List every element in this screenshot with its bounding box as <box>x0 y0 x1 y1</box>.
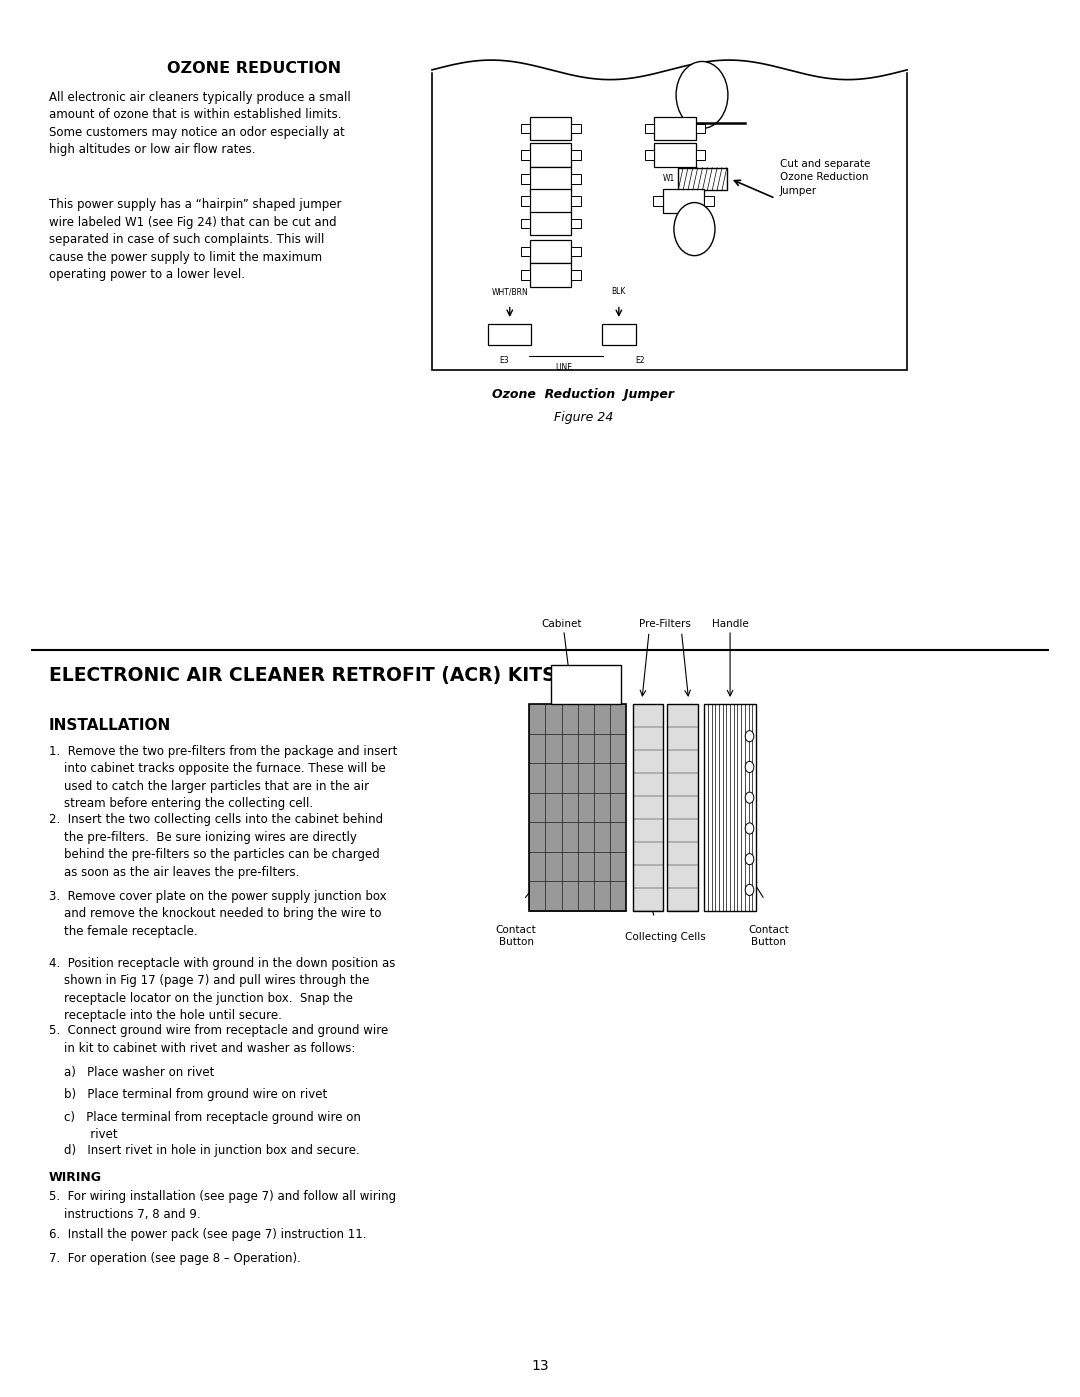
Text: Pre-Filters: Pre-Filters <box>639 619 691 629</box>
Bar <box>678 168 727 190</box>
Bar <box>696 123 705 133</box>
Bar <box>571 175 581 184</box>
Bar <box>488 324 531 345</box>
Bar <box>602 324 636 345</box>
Bar <box>529 704 626 911</box>
Circle shape <box>745 731 754 742</box>
Text: ELECTRONIC AIR CLEANER RETROFIT (ACR) KITS: ELECTRONIC AIR CLEANER RETROFIT (ACR) KI… <box>49 666 555 686</box>
Text: OZONE REDUCTION: OZONE REDUCTION <box>166 61 341 77</box>
Circle shape <box>676 61 728 129</box>
Bar <box>551 665 621 704</box>
Bar <box>653 196 663 205</box>
Bar <box>530 116 571 140</box>
Text: Collecting Cells: Collecting Cells <box>625 932 705 942</box>
Text: a)   Place washer on rivet: a) Place washer on rivet <box>49 1066 214 1078</box>
Text: LINE: LINE <box>555 363 572 372</box>
Text: 13: 13 <box>531 1359 549 1373</box>
Text: WHT/BRN: WHT/BRN <box>491 288 528 296</box>
Circle shape <box>745 792 754 803</box>
Bar <box>571 270 581 279</box>
Text: Cut and separate
Ozone Reduction
Jumper: Cut and separate Ozone Reduction Jumper <box>780 159 870 196</box>
Bar <box>521 151 530 161</box>
Bar <box>521 270 530 279</box>
Text: E2: E2 <box>636 356 645 365</box>
Bar <box>633 704 663 911</box>
Bar <box>704 704 756 911</box>
Bar <box>696 151 705 161</box>
Text: Contact
Button: Contact Button <box>496 925 537 947</box>
Circle shape <box>745 854 754 865</box>
Bar <box>521 218 530 228</box>
Text: Figure 24: Figure 24 <box>554 411 612 423</box>
Text: 6.  Install the power pack (see page 7) instruction 11.: 6. Install the power pack (see page 7) i… <box>49 1228 366 1241</box>
Text: Contact
Button: Contact Button <box>748 925 789 947</box>
Text: 2.  Insert the two collecting cells into the cabinet behind
    the pre-filters.: 2. Insert the two collecting cells into … <box>49 813 382 879</box>
Text: This power supply has a “hairpin” shaped jumper
wire labeled W1 (see Fig 24) tha: This power supply has a “hairpin” shaped… <box>49 198 341 281</box>
Circle shape <box>745 761 754 773</box>
Bar <box>432 70 907 370</box>
Bar <box>530 142 571 166</box>
Circle shape <box>745 884 754 895</box>
Text: 4.  Position receptacle with ground in the down position as
    shown in Fig 17 : 4. Position receptacle with ground in th… <box>49 957 395 1023</box>
Text: 5.  For wiring installation (see page 7) and follow all wiring
    instructions : 5. For wiring installation (see page 7) … <box>49 1190 395 1221</box>
Bar <box>645 123 654 133</box>
Bar <box>667 704 698 911</box>
Text: W1: W1 <box>663 175 675 183</box>
Text: 3.  Remove cover plate on the power supply junction box
    and remove the knock: 3. Remove cover plate on the power suppl… <box>49 890 387 937</box>
Text: d)   Insert rivet in hole in junction box and secure.: d) Insert rivet in hole in junction box … <box>49 1144 360 1157</box>
Bar <box>645 151 654 161</box>
Text: Cabinet: Cabinet <box>541 619 582 629</box>
Bar <box>663 190 704 214</box>
Bar <box>521 196 530 205</box>
Text: Ozone  Reduction  Jumper: Ozone Reduction Jumper <box>492 388 674 401</box>
Circle shape <box>674 203 715 256</box>
Text: E3: E3 <box>500 356 509 365</box>
Circle shape <box>745 823 754 834</box>
Text: INSTALLATION: INSTALLATION <box>49 718 171 733</box>
Text: All electronic air cleaners typically produce a small
amount of ozone that is wi: All electronic air cleaners typically pr… <box>49 91 350 156</box>
Bar <box>521 247 530 257</box>
Bar <box>571 196 581 205</box>
Bar <box>654 116 696 140</box>
Bar <box>530 240 571 263</box>
Text: WIRING: WIRING <box>49 1171 102 1183</box>
Bar <box>530 190 571 214</box>
Bar <box>530 166 571 190</box>
Bar <box>521 123 530 133</box>
Bar <box>530 263 571 288</box>
Text: Handle: Handle <box>712 619 748 629</box>
Bar <box>571 247 581 257</box>
Bar <box>530 211 571 235</box>
Text: c)   Place terminal from receptacle ground wire on
           rivet: c) Place terminal from receptacle ground… <box>49 1111 361 1141</box>
Text: BLK: BLK <box>611 288 626 296</box>
Bar <box>571 218 581 228</box>
Text: b)   Place terminal from ground wire on rivet: b) Place terminal from ground wire on ri… <box>49 1088 327 1101</box>
Bar <box>571 151 581 161</box>
Bar <box>704 196 714 205</box>
Text: 1.  Remove the two pre-filters from the package and insert
    into cabinet trac: 1. Remove the two pre-filters from the p… <box>49 745 397 810</box>
Text: 7.  For operation (see page 8 – Operation).: 7. For operation (see page 8 – Operation… <box>49 1252 300 1264</box>
Bar <box>654 142 696 166</box>
Bar <box>521 175 530 184</box>
Text: 5.  Connect ground wire from receptacle and ground wire
    in kit to cabinet wi: 5. Connect ground wire from receptacle a… <box>49 1024 388 1055</box>
Bar <box>571 123 581 133</box>
